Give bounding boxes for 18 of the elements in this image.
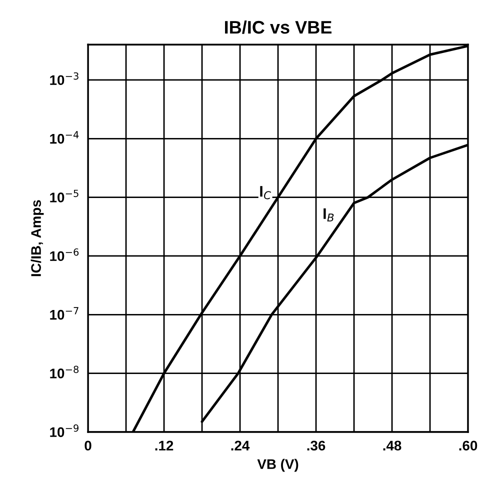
annotation: I$_{B}$ [324,208,334,222]
x-axis-title: VB (V) [257,458,298,472]
y-tick-label: 10$^{−8}$ [50,366,79,378]
y-tick-label: 10$^{−7}$ [50,307,78,320]
y-tick-label: 10$^{−9}$ [50,424,79,438]
x-tick-label: .12 [155,440,174,450]
y-tick-label: 10$^{−5}$ [50,190,78,202]
y-tick-label: 10$^{−4}$ [50,131,79,144]
y-tick-label: 10$^{−3}$ [50,72,78,86]
x-tick-label: .24 [231,440,250,450]
annotation: I$_{C}$ [260,186,271,200]
y-tick-label: 10$^{−6}$ [50,248,79,262]
y-axis-title: IC/IB, Amps [30,200,44,276]
x-tick-label: 0 [84,440,92,451]
x-tick-label: .60 [459,440,478,451]
x-tick-label: .36 [307,440,326,451]
chart-title: IB/IC vs VBE [225,20,332,34]
x-tick-label: .48 [383,440,402,451]
